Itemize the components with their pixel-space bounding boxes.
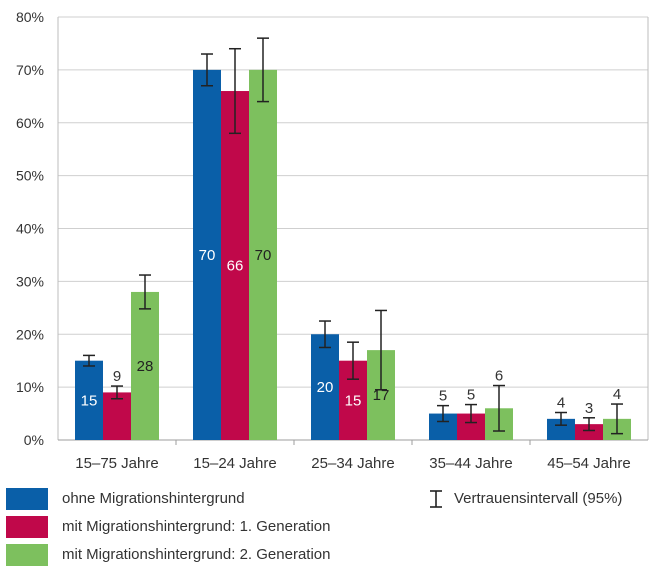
- data-label: 15: [345, 392, 362, 409]
- data-label: 6: [495, 368, 503, 385]
- legend-swatch-2-generation: [6, 544, 48, 566]
- bar-chart: 0% 10% 20% 30% 40% 50% 60% 70% 80% 15 9 28 15–75 Jah…: [16, 9, 649, 472]
- y-tick-label: 60%: [16, 115, 44, 131]
- data-label: 5: [439, 388, 447, 405]
- y-tick-label: 0%: [24, 432, 44, 448]
- bar: [311, 334, 339, 440]
- x-tick-label: 25–34 Jahre: [311, 455, 394, 472]
- data-label: 70: [199, 247, 216, 264]
- data-label: 66: [227, 258, 244, 275]
- bar: [103, 392, 131, 440]
- x-tick-label: 15–24 Jahre: [193, 455, 276, 472]
- data-label: 4: [557, 395, 565, 412]
- bar: [575, 424, 603, 440]
- error-bar-icon: [430, 490, 442, 508]
- data-label: 5: [467, 387, 475, 404]
- bar: [193, 69, 221, 440]
- y-tick-label: 80%: [16, 9, 44, 25]
- data-label: 4: [613, 386, 621, 403]
- x-tick-label: 15–75 Jahre: [75, 455, 158, 472]
- legend-label-2-generation: mit Migrationshintergrund: 2. Generation: [62, 546, 331, 563]
- data-label: 70: [255, 247, 272, 264]
- legend-item-confidence-interval: Vertrauensintervall (95%): [428, 488, 650, 510]
- data-label: 28: [137, 358, 154, 375]
- y-tick-label: 70%: [16, 62, 44, 78]
- y-tick-label: 40%: [16, 221, 44, 237]
- x-tick-label: 35–44 Jahre: [429, 455, 512, 472]
- data-label: 15: [81, 392, 98, 409]
- y-tick-label: 50%: [16, 168, 44, 184]
- data-label: 20: [317, 379, 334, 396]
- data-label: 17: [373, 387, 390, 404]
- data-label: 3: [585, 400, 593, 417]
- x-tick-label: 45–54 Jahre: [547, 455, 630, 472]
- bar: [221, 91, 249, 441]
- legend-swatch-1-generation: [6, 516, 48, 538]
- bar: [547, 418, 575, 440]
- bar: [131, 291, 159, 440]
- legend-swatch-ohne: [6, 488, 48, 510]
- y-tick-label: 20%: [16, 326, 44, 342]
- legend-label-1-generation: mit Migrationshintergrund: 1. Generation: [62, 518, 331, 535]
- data-label: 9: [113, 368, 121, 385]
- y-tick-label: 30%: [16, 273, 44, 289]
- bar: [75, 360, 103, 440]
- legend-label-ohne: ohne Migrationshintergrund: [62, 490, 245, 507]
- bar: [249, 69, 277, 440]
- y-tick-label: 10%: [16, 379, 44, 395]
- ci-legend-label: Vertrauensintervall (95%): [454, 490, 623, 507]
- legend: ohne Migrationshintergrund mit Migration…: [6, 486, 406, 566]
